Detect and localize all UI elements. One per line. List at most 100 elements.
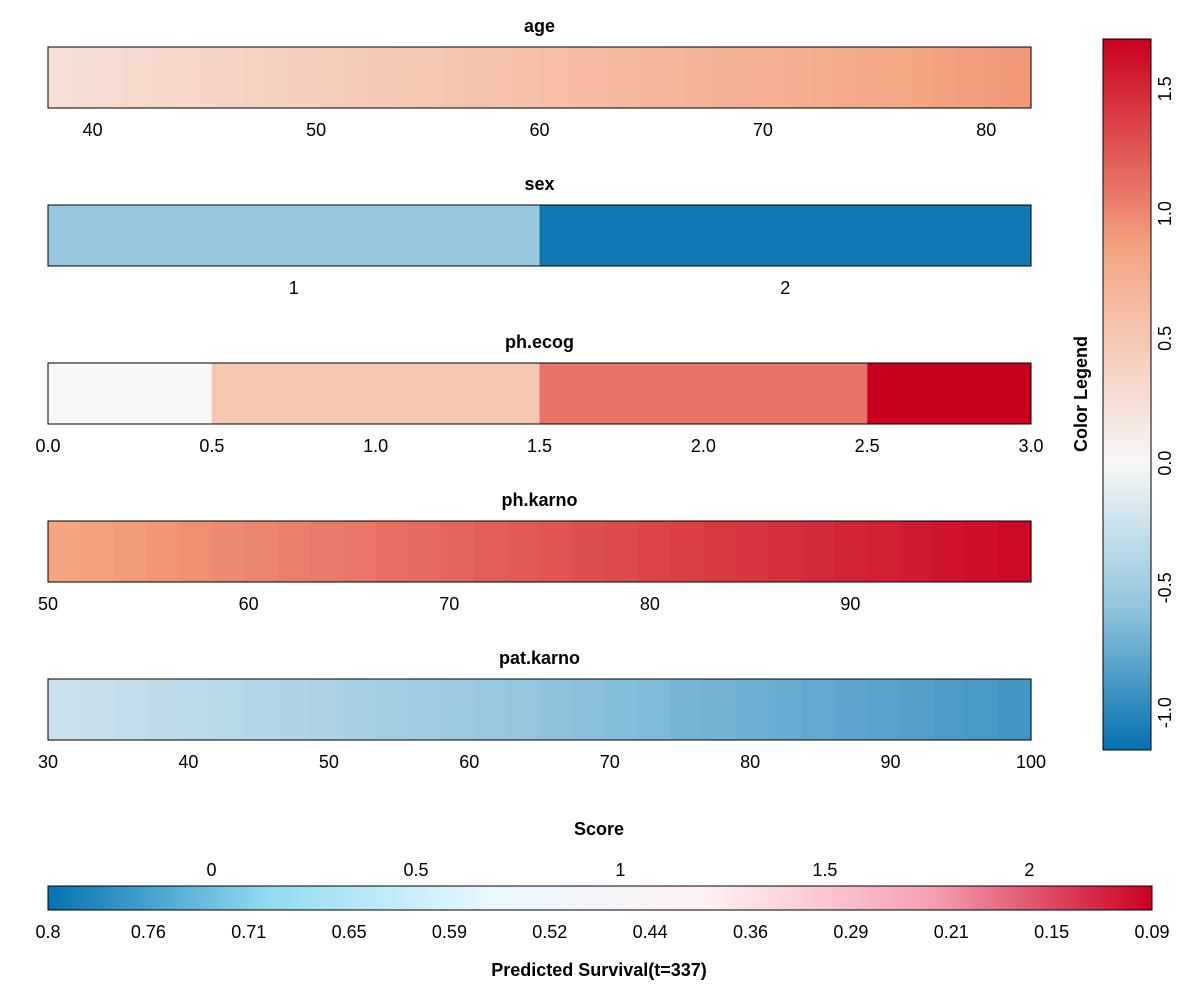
heat-cell [998,679,1032,740]
tick-label: 50 [319,752,339,772]
score-ticks: 0 0.5 1 1.5 2 [207,860,1035,880]
heat-cell [834,521,868,582]
heat-cell [146,521,180,582]
panel-age: age 40 50 60 70 80 [47,16,1032,140]
heat-cell [883,47,909,108]
heat-cell [514,47,541,108]
heat-cell [72,47,98,108]
legend-tick-label: 0.5 [1155,326,1175,351]
heat-cell [269,47,295,108]
heat-cell [97,47,123,108]
tick-label: 50 [38,594,58,614]
tick-label: 70 [600,752,620,772]
heat-cell [408,679,442,740]
heat-cell [506,521,541,582]
panel-frame [47,204,1032,267]
legend-tick-label: 1.5 [1155,76,1175,101]
heat-cell [48,521,82,582]
tick-label: 3.0 [1018,436,1043,456]
heat-cell [473,521,508,582]
heat-cell [703,521,737,582]
tick-label: 80 [740,752,760,772]
survival-tick-label: 0.76 [131,922,166,942]
heat-cell [506,679,541,740]
tick-label: 2 [780,278,790,298]
panel-title: pat.karno [499,648,580,668]
panel-title: ph.ecog [505,332,574,352]
tick-label: 60 [459,752,479,772]
panel-frame [47,678,1032,741]
score-panel: Score 0 0.5 1 1.5 2 0.8 0.76 0.71 0.65 0.59 0.52 0… [35,819,1169,980]
tick-label: 1.0 [363,436,388,456]
heat-cell [932,679,967,740]
heat-cell [375,679,410,740]
tick-label: 70 [753,120,773,140]
tick-label: 80 [976,120,996,140]
tick-label: 60 [239,594,259,614]
heat-cell [572,521,606,582]
heat-cell [244,47,270,108]
color-legend-ticks: -1.0 -0.5 0.0 0.5 1.0 1.5 [1155,76,1175,728]
heat-cell [899,521,934,582]
heat-cell [211,679,246,740]
color-legend-bar [1103,39,1151,750]
heat-cell [539,679,573,740]
survival-tick-label: 0.44 [633,922,668,942]
heat-cell [932,521,967,582]
heat-cell [768,679,803,740]
heat-cell [392,47,418,108]
tick-label: 1 [289,278,299,298]
heat-cell [113,679,147,740]
heat-cell [441,47,467,108]
heat-cell [277,679,311,740]
heat-cell [809,47,835,108]
panel-frame [47,362,1032,425]
heat-cell [244,679,278,740]
heat-cell [113,521,147,582]
panel-sex: sex 1 2 [47,174,1032,298]
survival-ticks: 0.8 0.76 0.71 0.65 0.59 0.52 0.44 0.36 0.29 0.21 0… [35,922,1169,942]
heat-cell [572,679,606,740]
survival-tick-label: 0.36 [733,922,768,942]
score-tick-label: 2 [1024,860,1034,880]
heat-cell [293,47,319,108]
heat-cell [342,679,377,740]
heat-cell [318,47,344,108]
heat-cell [539,521,573,582]
tick-label: 30 [38,752,58,772]
heat-cell [965,679,999,740]
heat-cell [48,679,82,740]
panel-frame [47,46,1032,109]
heat-cell [637,47,663,108]
heat-cell [220,47,246,108]
heat-cell [80,521,115,582]
heat-cell [441,521,475,582]
heat-cell [490,47,516,108]
survival-axis-label: Predicted Survival(t=337) [491,960,707,980]
heat-cell [473,679,508,740]
heat-cell [957,47,983,108]
score-tick-label: 0 [207,860,217,880]
heat-cell [539,47,565,108]
color-legend-frame [1102,38,1152,751]
heat-cell [736,679,770,740]
heat-cell [375,521,410,582]
tick-label: 1.5 [527,436,552,456]
heat-cell [908,47,934,108]
heat-cell [170,47,197,108]
heat-cell [342,521,377,582]
heat-cell [858,47,885,108]
heat-cell [605,679,639,740]
heat-cell [465,47,491,108]
survival-tick-label: 0.21 [934,922,969,942]
heat-cell [1006,47,1032,108]
tick-label: 90 [840,594,860,614]
legend-tick-label: 1.0 [1155,201,1175,226]
score-tick-label: 1.5 [812,860,837,880]
heat-cell [367,47,393,108]
survival-tick-label: 0.65 [332,922,367,942]
tick-label: 2.5 [855,436,880,456]
tick-label: 80 [640,594,660,614]
heat-cell [121,47,147,108]
